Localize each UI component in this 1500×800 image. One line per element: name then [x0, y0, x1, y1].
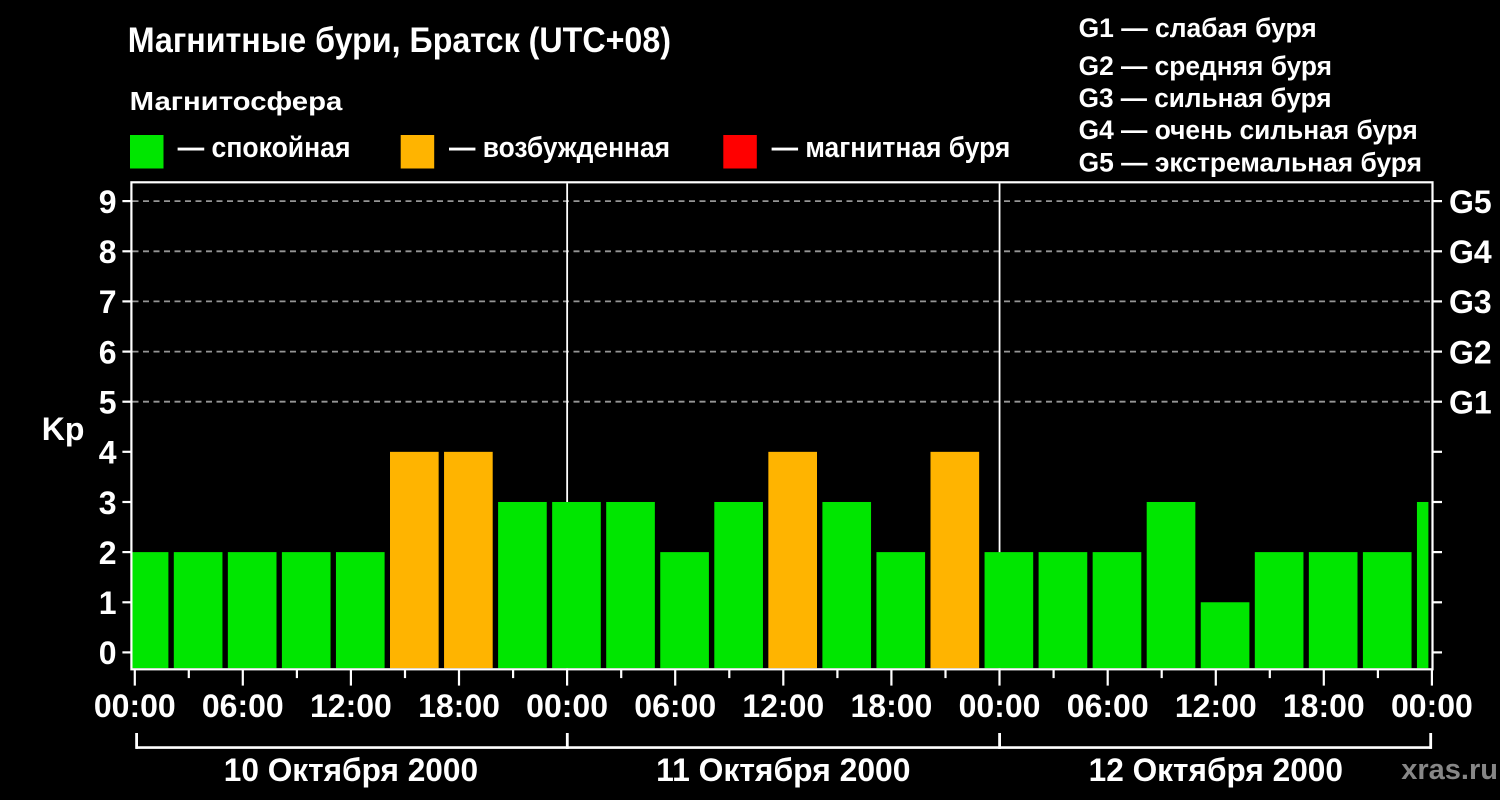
svg-text:Магнитосфера: Магнитосфера [130, 86, 343, 116]
svg-text:00:00: 00:00 [1391, 688, 1473, 724]
svg-text:18:00: 18:00 [1283, 688, 1365, 724]
svg-text:G1: G1 [1449, 384, 1492, 420]
svg-text:G5: G5 [1449, 184, 1492, 220]
svg-text:11 Октября 2000: 11 Октября 2000 [656, 752, 910, 788]
svg-text:10 Октября 2000: 10 Октября 2000 [224, 752, 478, 788]
svg-text:G5 — экстремальная буря: G5 — экстремальная буря [1079, 147, 1422, 177]
svg-text:12 Октября 2000: 12 Октября 2000 [1089, 752, 1343, 788]
svg-text:G2 — средняя буря: G2 — средняя буря [1079, 51, 1332, 81]
svg-text:6: 6 [99, 334, 117, 370]
svg-text:8: 8 [99, 234, 117, 270]
svg-text:G1 — слабая буря: G1 — слабая буря [1079, 13, 1317, 43]
svg-text:3: 3 [99, 485, 117, 521]
svg-text:0: 0 [99, 635, 117, 671]
svg-text:2: 2 [99, 535, 117, 571]
svg-text:Kp: Kp [42, 411, 85, 447]
svg-text:00:00: 00:00 [94, 688, 176, 724]
svg-text:5: 5 [99, 385, 117, 421]
svg-text:xras.ru: xras.ru [1401, 754, 1498, 786]
svg-text:12:00: 12:00 [742, 688, 824, 724]
svg-text:1: 1 [99, 585, 117, 621]
svg-text:06:00: 06:00 [1067, 688, 1149, 724]
svg-text:9: 9 [99, 184, 117, 220]
svg-text:G3: G3 [1449, 284, 1492, 320]
svg-text:00:00: 00:00 [526, 688, 608, 724]
svg-text:00:00: 00:00 [959, 688, 1041, 724]
svg-text:— спокойная: — спокойная [178, 132, 351, 164]
svg-text:4: 4 [99, 435, 117, 471]
svg-text:G2: G2 [1449, 334, 1492, 370]
svg-text:18:00: 18:00 [850, 688, 932, 724]
svg-text:— возбужденная: — возбужденная [449, 132, 670, 164]
svg-text:Магнитные бури, Братск (UTC+08: Магнитные бури, Братск (UTC+08) [128, 21, 671, 60]
svg-text:7: 7 [99, 284, 117, 320]
svg-text:G3 — сильная буря: G3 — сильная буря [1079, 83, 1332, 113]
svg-text:G4: G4 [1449, 234, 1492, 270]
svg-text:12:00: 12:00 [310, 688, 392, 724]
svg-text:06:00: 06:00 [202, 688, 284, 724]
svg-text:06:00: 06:00 [634, 688, 716, 724]
svg-text:— магнитная буря: — магнитная буря [772, 132, 1011, 164]
svg-text:18:00: 18:00 [418, 688, 500, 724]
svg-text:12:00: 12:00 [1175, 688, 1257, 724]
svg-text:G4 — очень сильная буря: G4 — очень сильная буря [1079, 115, 1418, 145]
